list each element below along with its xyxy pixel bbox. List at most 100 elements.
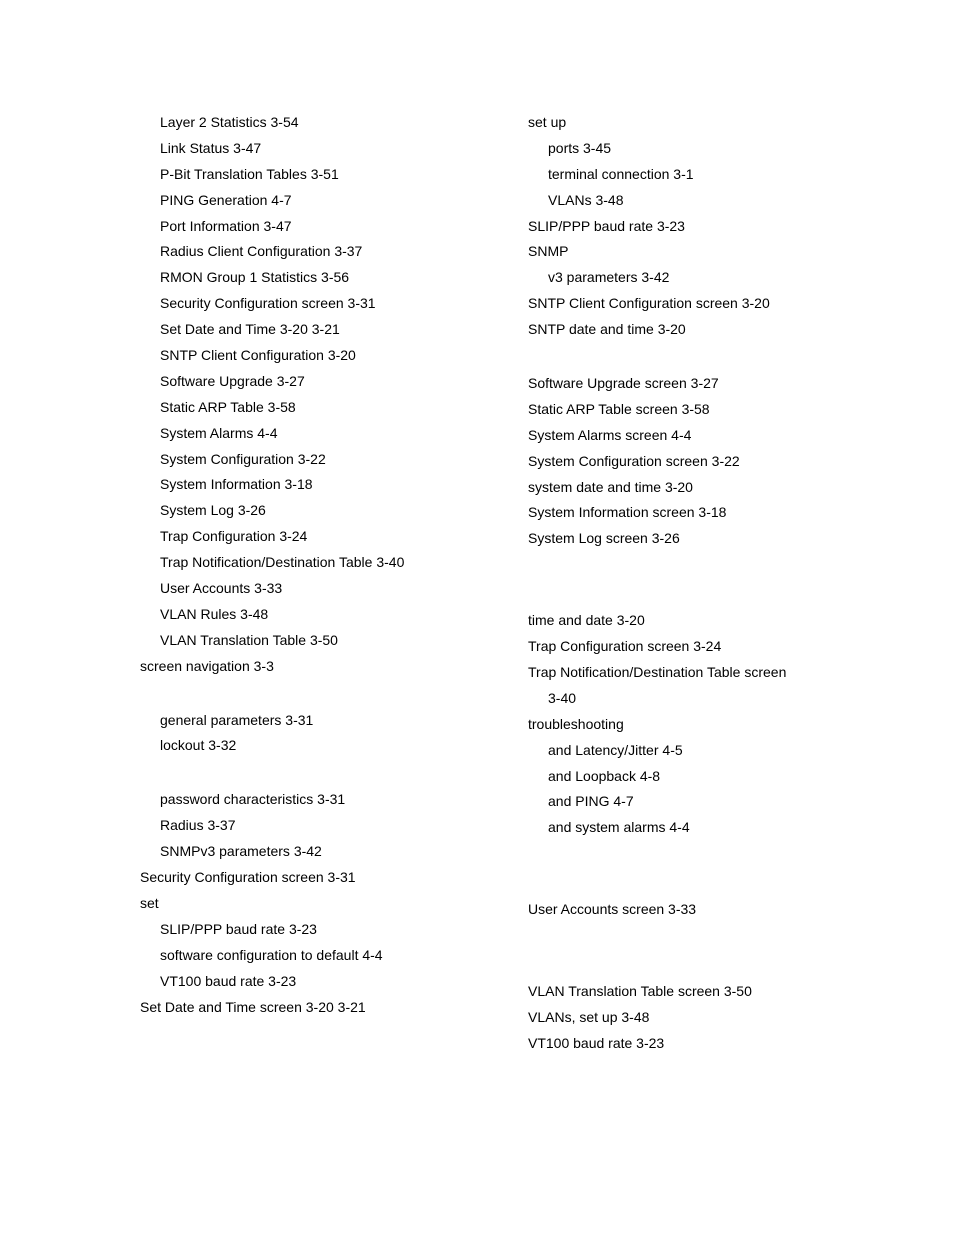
index-entry-text: SLIP/PPP baud rate [528,218,653,234]
index-entry-text: System Log screen [528,530,648,546]
index-entry: VT100 baud rate 3-23 [528,1031,876,1057]
index-entry: PING Generation 4-7 [140,188,488,214]
index-entry-text: Security Configuration screen [160,295,344,311]
index-entry-refs: 4-8 [636,768,660,784]
index-entry: Security Configuration screen 3-31 [140,865,488,891]
index-entry: System Information screen 3-18 [528,500,876,526]
index-entry: VLAN Translation Table screen 3-50 [528,979,876,1005]
index-entry: Radius 3-37 [140,813,488,839]
index-entry-refs: 3-31 [281,712,313,728]
index-entry: terminal connection 3-1 [528,162,876,188]
index-entry-text: set up [528,114,566,130]
index-entry: RMON Group 1 Statistics 3-56 [140,265,488,291]
index-entry-refs: 3-56 [317,269,349,285]
index-entry: System Log 3-26 [140,498,488,524]
index-entry: SNTP Client Configuration screen 3-20 [528,291,876,317]
index-entry: system date and time 3-20 [528,475,876,501]
index-entry: Trap Notification/Destination Table 3-40 [140,550,488,576]
index-entry-text: SNMPv3 parameters [160,843,290,859]
index-entry: Security Configuration screen 3-31 [140,291,488,317]
index-entry-refs: 4-7 [267,192,291,208]
index-entry-text: 3-40 [548,690,576,706]
index-entry-refs: 3-27 [273,373,305,389]
index-entry-refs: 3-22 [294,451,326,467]
index-entry-text: System Configuration [160,451,294,467]
index-entry-text: Trap Configuration [160,528,275,544]
index-entry: troubleshooting [528,712,876,738]
index-entry: and system alarms 4-4 [528,815,876,841]
index-entry-refs: 3-23 [653,218,685,234]
index-entry: System Configuration 3-22 [140,447,488,473]
index-entry: Trap Configuration 3-24 [140,524,488,550]
index-entry-refs: 3-45 [579,140,611,156]
index-entry: Port Information 3-47 [140,214,488,240]
index-entry: VLAN Translation Table 3-50 [140,628,488,654]
spacer [528,923,876,951]
index-entry-text: Trap Notification/Destination Table scre… [528,664,786,680]
index-entry-text: Link Status [160,140,229,156]
spacer [528,869,876,897]
index-entry: Layer 2 Statistics 3-54 [140,110,488,136]
index-entry: screen navigation 3-3 [140,654,488,680]
index-entry-text: software configuration to default [160,947,358,963]
index-entry-text: System Information [160,476,281,492]
index-entry: SNMPv3 parameters 3-42 [140,839,488,865]
index-entry: Trap Notification/Destination Table scre… [528,660,876,686]
index-entry: general parameters 3-31 [140,708,488,734]
index-entry-refs: 3-47 [260,218,292,234]
index-entry-refs: 4-4 [667,427,691,443]
index-entry: System Configuration screen 3-22 [528,449,876,475]
index-entry: 3-40 [528,686,876,712]
index-entry-text: VLAN Translation Table screen [528,983,720,999]
index-entry: Trap Configuration screen 3-24 [528,634,876,660]
index-entry-refs: 3-26 [234,502,266,518]
index-entry-text: System Alarms screen [528,427,667,443]
index-entry-text: P-Bit Translation Tables [160,166,307,182]
index-entry-text: SNTP Client Configuration screen [528,295,738,311]
index-entry: Static ARP Table screen 3-58 [528,397,876,423]
index-page: Layer 2 Statistics 3-54Link Status 3-47P… [0,0,954,1117]
index-column-left: Layer 2 Statistics 3-54Link Status 3-47P… [140,110,488,1057]
index-entry-text: PING Generation [160,192,267,208]
index-entry-text: v3 parameters [548,269,637,285]
index-entry: set up [528,110,876,136]
index-entry-text: set [140,895,159,911]
index-entry-text: general parameters [160,712,281,728]
index-entry: and PING 4-7 [528,789,876,815]
spacer [528,951,876,979]
index-entry: System Alarms 4-4 [140,421,488,447]
index-entry-refs: 3-20 [324,347,356,363]
index-entry-text: VLAN Rules [160,606,236,622]
index-entry-refs: 3-58 [678,401,710,417]
index-entry-refs: 3-22 [708,453,740,469]
index-column-right: set up ports 3-45 terminal connection 3-1 V… [528,110,876,1057]
index-entry: SNMP [528,239,876,265]
index-entry: Software Upgrade 3-27 [140,369,488,395]
index-entry: User Accounts 3-33 [140,576,488,602]
spacer [140,680,488,708]
index-entry-text: ports [548,140,579,156]
index-entry-refs: 3-20 [613,612,645,628]
index-entry-refs: 3-20 [654,321,686,337]
index-entry-text: VLANs, set up [528,1009,618,1025]
index-entry-refs: 3-37 [330,243,362,259]
index-entry-text: User Accounts [160,580,250,596]
index-entry: P-Bit Translation Tables 3-51 [140,162,488,188]
index-entry-text: Software Upgrade screen [528,375,687,391]
index-entry: and Latency/Jitter 4-5 [528,738,876,764]
index-entry-refs: 4-5 [659,742,683,758]
index-entry: Link Status 3-47 [140,136,488,162]
index-entry-text: and system alarms [548,819,665,835]
index-entry: System Log screen 3-26 [528,526,876,552]
index-entry: password characteristics 3-31 [140,787,488,813]
index-entry-refs: 3-33 [250,580,282,596]
index-entry-text: VLANs [548,192,592,208]
index-entry-refs: 3-33 [664,901,696,917]
index-entry-text: Layer 2 Statistics [160,114,267,130]
spacer [528,841,876,869]
index-entry: SNTP date and time 3-20 [528,317,876,343]
index-entry-refs: 4-4 [358,947,382,963]
index-entry-text: System Information screen [528,504,695,520]
index-entry-text: System Configuration screen [528,453,708,469]
index-entry-refs: 3-24 [689,638,721,654]
